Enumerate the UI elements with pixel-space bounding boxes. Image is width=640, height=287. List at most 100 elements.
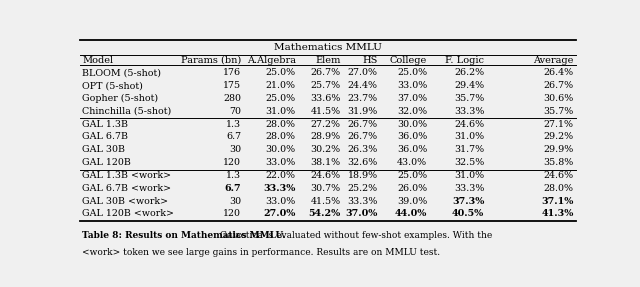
- Text: 35.7%: 35.7%: [543, 107, 573, 116]
- Text: 26.7%: 26.7%: [310, 68, 340, 77]
- Text: 36.0%: 36.0%: [397, 145, 428, 154]
- Text: 37.0%: 37.0%: [397, 94, 428, 103]
- Text: 31.9%: 31.9%: [348, 107, 378, 116]
- Text: 26.3%: 26.3%: [348, 145, 378, 154]
- Text: 25.0%: 25.0%: [266, 94, 296, 103]
- Text: 25.7%: 25.7%: [310, 81, 340, 90]
- Text: 28.0%: 28.0%: [266, 133, 296, 141]
- Text: 32.6%: 32.6%: [348, 158, 378, 167]
- Text: 21.0%: 21.0%: [266, 81, 296, 90]
- Text: 36.0%: 36.0%: [397, 133, 428, 141]
- Text: 29.2%: 29.2%: [543, 133, 573, 141]
- Text: 29.9%: 29.9%: [543, 145, 573, 154]
- Text: 30: 30: [229, 197, 241, 205]
- Text: GAL 120B <work>: GAL 120B <work>: [83, 210, 175, 218]
- Text: 120: 120: [223, 210, 241, 218]
- Text: 27.0%: 27.0%: [348, 68, 378, 77]
- Text: 27.1%: 27.1%: [543, 120, 573, 129]
- Text: 26.7%: 26.7%: [348, 120, 378, 129]
- Text: 33.3%: 33.3%: [348, 197, 378, 205]
- Text: Table 8: Results on Mathematics MMLU.: Table 8: Results on Mathematics MMLU.: [83, 231, 286, 240]
- Text: 27.2%: 27.2%: [310, 120, 340, 129]
- Text: 1.3: 1.3: [226, 120, 241, 129]
- Text: 18.9%: 18.9%: [348, 171, 378, 180]
- Text: 28.0%: 28.0%: [543, 184, 573, 193]
- Text: 30.0%: 30.0%: [397, 120, 428, 129]
- Text: 24.6%: 24.6%: [310, 171, 340, 180]
- Text: 37.0%: 37.0%: [345, 210, 378, 218]
- Text: 30.6%: 30.6%: [543, 94, 573, 103]
- Text: 25.0%: 25.0%: [397, 68, 428, 77]
- Text: 22.0%: 22.0%: [266, 171, 296, 180]
- Text: HS: HS: [362, 56, 378, 65]
- Text: A.Algebra: A.Algebra: [247, 56, 296, 65]
- Text: 28.9%: 28.9%: [310, 133, 340, 141]
- Text: Average: Average: [533, 56, 573, 65]
- Text: 26.4%: 26.4%: [543, 68, 573, 77]
- Text: GAL 30B: GAL 30B: [83, 145, 125, 154]
- Text: 1.3: 1.3: [226, 171, 241, 180]
- Text: GAL 1.3B <work>: GAL 1.3B <work>: [83, 171, 172, 180]
- Text: 32.0%: 32.0%: [397, 107, 428, 116]
- Text: <work> token we see large gains in performance. Results are on MMLU test.: <work> token we see large gains in perfo…: [83, 248, 440, 257]
- Text: 31.0%: 31.0%: [266, 107, 296, 116]
- Text: 41.5%: 41.5%: [310, 107, 340, 116]
- Text: Model: Model: [83, 56, 114, 65]
- Text: 30.2%: 30.2%: [310, 145, 340, 154]
- Text: 40.5%: 40.5%: [452, 210, 484, 218]
- Text: 33.3%: 33.3%: [454, 184, 484, 193]
- Text: Chinchilla (5-shot): Chinchilla (5-shot): [83, 107, 172, 116]
- Text: 70: 70: [229, 107, 241, 116]
- Text: 175: 175: [223, 81, 241, 90]
- Text: 25.0%: 25.0%: [266, 68, 296, 77]
- Text: GAL 120B: GAL 120B: [83, 158, 131, 167]
- Text: 27.0%: 27.0%: [264, 210, 296, 218]
- Text: 31.0%: 31.0%: [454, 171, 484, 180]
- Text: 24.4%: 24.4%: [348, 81, 378, 90]
- Text: 37.1%: 37.1%: [541, 197, 573, 205]
- Text: F. Logic: F. Logic: [445, 56, 484, 65]
- Text: 28.0%: 28.0%: [266, 120, 296, 129]
- Text: 38.1%: 38.1%: [310, 158, 340, 167]
- Text: 33.0%: 33.0%: [397, 81, 428, 90]
- Text: 39.0%: 39.0%: [397, 197, 428, 205]
- Text: Params (bn): Params (bn): [181, 56, 241, 65]
- Text: 31.0%: 31.0%: [454, 133, 484, 141]
- Text: 24.6%: 24.6%: [454, 120, 484, 129]
- Text: 280: 280: [223, 94, 241, 103]
- Text: 26.2%: 26.2%: [454, 68, 484, 77]
- Text: Galactica is evaluated without few-shot examples. With the: Galactica is evaluated without few-shot …: [217, 231, 492, 240]
- Text: Mathematics MMLU: Mathematics MMLU: [274, 43, 382, 52]
- Text: 26.7%: 26.7%: [348, 133, 378, 141]
- Text: 33.3%: 33.3%: [454, 107, 484, 116]
- Text: BLOOM (5-shot): BLOOM (5-shot): [83, 68, 161, 77]
- Text: GAL 6.7B <work>: GAL 6.7B <work>: [83, 184, 172, 193]
- Text: 30.7%: 30.7%: [310, 184, 340, 193]
- Text: 54.2%: 54.2%: [308, 210, 340, 218]
- Text: GAL 1.3B: GAL 1.3B: [83, 120, 129, 129]
- Text: 43.0%: 43.0%: [397, 158, 428, 167]
- Text: GAL 6.7B: GAL 6.7B: [83, 133, 129, 141]
- Text: 6.7: 6.7: [226, 133, 241, 141]
- Text: GAL 30B <work>: GAL 30B <work>: [83, 197, 168, 205]
- Text: 33.6%: 33.6%: [310, 94, 340, 103]
- Text: College: College: [390, 56, 428, 65]
- Text: 41.5%: 41.5%: [310, 197, 340, 205]
- Text: 37.3%: 37.3%: [452, 197, 484, 205]
- Text: 41.3%: 41.3%: [541, 210, 573, 218]
- Text: Gopher (5-shot): Gopher (5-shot): [83, 94, 159, 103]
- Text: 30.0%: 30.0%: [266, 145, 296, 154]
- Text: 26.7%: 26.7%: [543, 81, 573, 90]
- Text: 44.0%: 44.0%: [395, 210, 428, 218]
- Text: Elem: Elem: [315, 56, 340, 65]
- Text: OPT (5-shot): OPT (5-shot): [83, 81, 143, 90]
- Text: 32.5%: 32.5%: [454, 158, 484, 167]
- Text: 31.7%: 31.7%: [454, 145, 484, 154]
- Text: 176: 176: [223, 68, 241, 77]
- Text: 29.4%: 29.4%: [454, 81, 484, 90]
- Text: 33.0%: 33.0%: [266, 158, 296, 167]
- Text: 25.2%: 25.2%: [348, 184, 378, 193]
- Text: 120: 120: [223, 158, 241, 167]
- Text: 26.0%: 26.0%: [397, 184, 428, 193]
- Text: 6.7: 6.7: [225, 184, 241, 193]
